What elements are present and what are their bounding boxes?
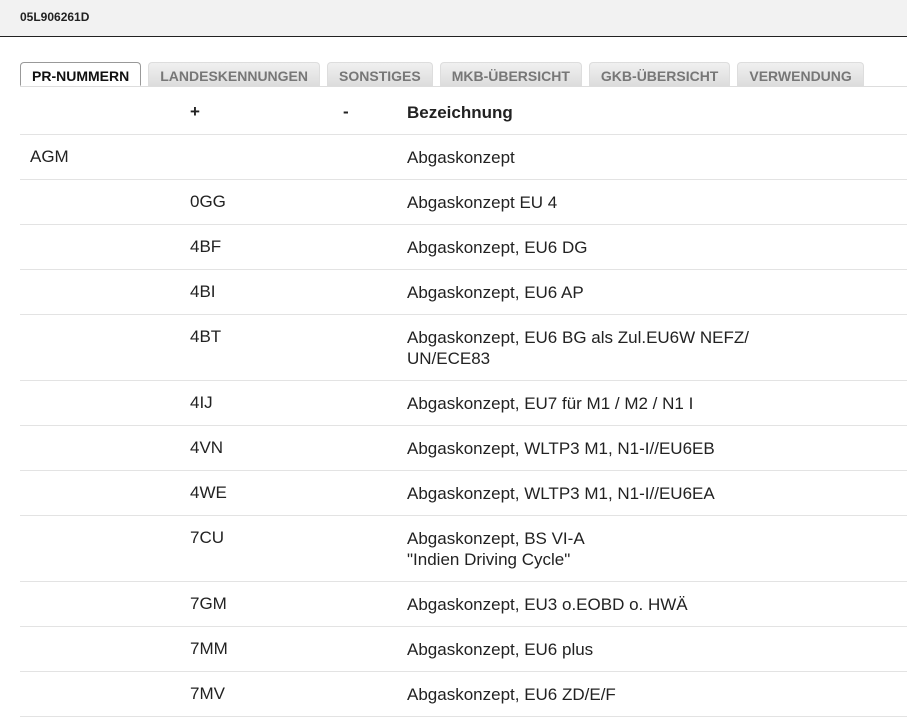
row-plus-code: 7MV bbox=[190, 684, 225, 703]
table-row[interactable]: 4VN Abgaskonzept, WLTP3 M1, N1-I//EU6EB bbox=[20, 426, 907, 471]
tab-divider bbox=[20, 86, 907, 87]
table-row[interactable]: 7CU Abgaskonzept, BS VI-A "Indien Driving… bbox=[20, 516, 907, 582]
row-plus-code: 4BT bbox=[190, 327, 222, 346]
row-plus-code: 4IJ bbox=[190, 393, 213, 412]
row-description: Abgaskonzept, EU6 DG bbox=[407, 238, 588, 257]
table-row[interactable]: 4BI Abgaskonzept, EU6 AP bbox=[20, 270, 907, 315]
column-header-minus: - bbox=[343, 102, 349, 121]
row-plus-code: 7MM bbox=[190, 639, 228, 658]
tab-pr-nummern[interactable]: PR-NUMMERN bbox=[20, 62, 142, 86]
table-row[interactable]: AGM Abgaskonzept bbox=[20, 135, 907, 180]
row-plus-code: 7GM bbox=[190, 594, 227, 613]
row-description: Abgaskonzept, BS VI-A "Indien Driving Cy… bbox=[407, 529, 585, 569]
table-row[interactable]: 4BF Abgaskonzept, EU6 DG bbox=[20, 225, 907, 270]
row-plus-code: 4BI bbox=[190, 282, 216, 301]
row-description: Abgaskonzept, EU6 plus bbox=[407, 640, 594, 659]
table-row[interactable]: 7MV Abgaskonzept, EU6 ZD/E/F bbox=[20, 672, 907, 717]
column-header-bezeichnung: Bezeichnung bbox=[407, 103, 513, 122]
tab-bar: PR-NUMMERN LANDESKENNUNGEN SONSTIGES MKB-ÜB… bbox=[20, 62, 871, 86]
tab-verwendung[interactable]: VERWENDUNG bbox=[737, 62, 864, 86]
row-group: AGM bbox=[30, 147, 69, 166]
row-plus-code: 4WE bbox=[190, 483, 227, 502]
row-description: Abgaskonzept, WLTP3 M1, N1-I//EU6EB bbox=[407, 439, 715, 458]
tab-sonstiges[interactable]: SONSTIGES bbox=[327, 62, 433, 86]
table-row[interactable]: 0GG Abgaskonzept EU 4 bbox=[20, 180, 907, 225]
row-description: Abgaskonzept, EU3 o.EOBD o. HWÄ bbox=[407, 595, 688, 614]
row-plus-code: 0GG bbox=[190, 192, 226, 211]
tab-landeskennungen[interactable]: LANDESKENNUNGEN bbox=[148, 62, 321, 86]
row-plus-code: 4VN bbox=[190, 438, 224, 457]
table-header-row: + - Bezeichnung bbox=[20, 90, 907, 135]
table-row[interactable]: 4BT Abgaskonzept, EU6 BG als Zul.EU6W NEF… bbox=[20, 315, 907, 381]
table-row[interactable]: 7GM Abgaskonzept, EU3 o.EOBD o. HWÄ bbox=[20, 582, 907, 627]
row-description: Abgaskonzept EU 4 bbox=[407, 193, 558, 212]
tab-gkb-bersicht[interactable]: GKB-ÜBERSICHT bbox=[588, 62, 731, 86]
row-description: Abgaskonzept, EU6 AP bbox=[407, 283, 584, 302]
row-description: Abgaskonzept, EU6 ZD/E/F bbox=[407, 685, 616, 704]
row-plus-code: 4BF bbox=[190, 237, 222, 256]
row-plus-code: 7CU bbox=[190, 528, 225, 547]
tab-mkb-bersicht[interactable]: MKB-ÜBERSICHT bbox=[439, 62, 582, 86]
table-row[interactable]: 4WE Abgaskonzept, WLTP3 M1, N1-I//EU6EA bbox=[20, 471, 907, 516]
row-description: Abgaskonzept bbox=[407, 148, 515, 167]
table-row[interactable]: 4IJ Abgaskonzept, EU7 für M1 / M2 / N1 I bbox=[20, 381, 907, 426]
row-description: Abgaskonzept, WLTP3 M1, N1-I//EU6EA bbox=[407, 484, 715, 503]
column-header-plus: + bbox=[190, 102, 200, 121]
table-row[interactable]: 7MM Abgaskonzept, EU6 plus bbox=[20, 627, 907, 672]
part-number-title: 05L906261D bbox=[20, 10, 90, 24]
pr-table: + - Bezeichnung AGM Abgaskonzept 0GG Abgask… bbox=[20, 90, 907, 717]
row-description: Abgaskonzept, EU6 BG als Zul.EU6W NEFZ/ … bbox=[407, 328, 750, 368]
part-number-header: 05L906261D bbox=[0, 0, 907, 37]
row-description: Abgaskonzept, EU7 für M1 / M2 / N1 I bbox=[407, 394, 694, 413]
